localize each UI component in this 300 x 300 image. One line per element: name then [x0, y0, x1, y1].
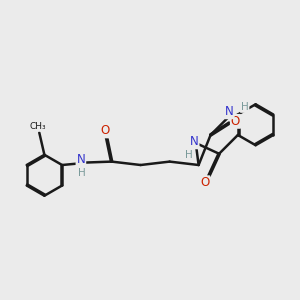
- Text: CH₃: CH₃: [29, 122, 46, 131]
- Text: O: O: [231, 115, 240, 128]
- Text: O: O: [100, 124, 110, 137]
- Text: O: O: [200, 176, 209, 189]
- Text: H: H: [184, 151, 192, 160]
- Text: H: H: [241, 102, 249, 112]
- Text: N: N: [190, 135, 199, 148]
- Text: N: N: [76, 153, 85, 167]
- Text: H: H: [78, 168, 86, 178]
- Text: N: N: [225, 105, 234, 118]
